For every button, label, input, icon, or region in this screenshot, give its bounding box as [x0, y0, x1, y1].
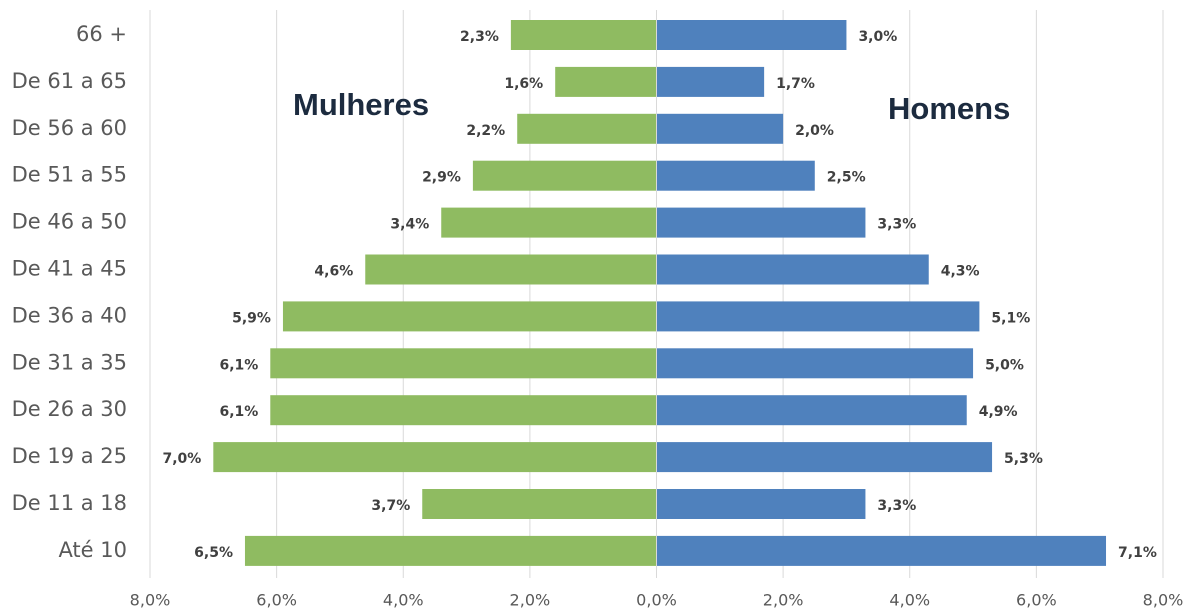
- y-tick-label: De 46 a 50: [12, 210, 127, 234]
- value-label: 7,0%: [162, 451, 201, 467]
- bar: [656, 535, 1107, 566]
- y-tick-label: De 56 a 60: [12, 116, 127, 140]
- value-label: 3,0%: [858, 29, 897, 45]
- y-tick-label: De 31 a 35: [12, 350, 127, 374]
- bar: [656, 489, 866, 519]
- value-label: 3,3%: [877, 498, 916, 514]
- x-tick-label: 0,0%: [636, 591, 677, 610]
- y-tick-label: De 61 a 65: [12, 69, 127, 93]
- value-label: 6,1%: [219, 357, 258, 373]
- bar: [656, 113, 784, 144]
- value-label: 4,6%: [314, 264, 353, 280]
- y-tick-label: De 19 a 25: [12, 444, 127, 468]
- bar: [656, 395, 967, 426]
- value-label: 2,5%: [827, 170, 866, 186]
- value-label: 5,3%: [1004, 451, 1043, 467]
- bar: [656, 442, 993, 473]
- y-tick-label: De 36 a 40: [12, 303, 127, 327]
- x-tick-label: 2,0%: [763, 591, 804, 610]
- legend-label: Mulheres: [293, 87, 429, 122]
- bar: [656, 207, 866, 238]
- x-tick-label: 8,0%: [1143, 591, 1184, 610]
- value-label: 1,7%: [776, 76, 815, 92]
- value-label: 4,3%: [941, 264, 980, 280]
- legend-label: Homens: [888, 91, 1010, 126]
- value-label: 7,1%: [1118, 545, 1157, 561]
- value-label: 2,9%: [422, 170, 461, 186]
- x-tick-label: 2,0%: [510, 591, 551, 610]
- value-label: 2,0%: [795, 123, 834, 139]
- bar: [270, 348, 657, 379]
- value-label: 1,6%: [504, 76, 543, 92]
- x-tick-label: 8,0%: [130, 591, 171, 610]
- bar: [213, 442, 657, 473]
- bar: [656, 254, 929, 285]
- y-tick-label: Até 10: [58, 538, 127, 562]
- value-label: 5,9%: [232, 310, 271, 326]
- bar: [365, 254, 657, 285]
- value-label: 6,1%: [219, 404, 258, 420]
- bar: [472, 160, 657, 191]
- bar: [517, 113, 657, 144]
- value-label: 5,1%: [991, 310, 1030, 326]
- x-tick-label: 6,0%: [256, 591, 297, 610]
- y-tick-label: 66 +: [76, 22, 127, 46]
- y-tick-label: De 51 a 55: [12, 163, 127, 187]
- y-tick-label: De 41 a 45: [12, 257, 127, 281]
- bar: [656, 20, 847, 50]
- bar: [422, 489, 657, 519]
- bar: [270, 395, 657, 426]
- bar: [510, 20, 657, 50]
- bar: [656, 66, 765, 97]
- value-label: 3,7%: [371, 498, 410, 514]
- bar: [656, 348, 974, 379]
- value-label: 4,9%: [979, 404, 1018, 420]
- bar: [282, 301, 657, 332]
- bar: [244, 535, 657, 566]
- x-tick-label: 4,0%: [889, 591, 930, 610]
- bar: [441, 207, 657, 238]
- bar: [656, 301, 980, 332]
- y-tick-label: De 26 a 30: [12, 397, 127, 421]
- bar: [656, 160, 815, 191]
- value-label: 3,3%: [877, 217, 916, 233]
- y-tick-label: De 11 a 18: [12, 491, 127, 515]
- x-tick-label: 4,0%: [383, 591, 424, 610]
- value-label: 5,0%: [985, 357, 1024, 373]
- x-tick-label: 6,0%: [1016, 591, 1057, 610]
- value-label: 3,4%: [390, 217, 429, 233]
- value-label: 2,3%: [460, 29, 499, 45]
- bar: [555, 66, 657, 97]
- value-label: 6,5%: [194, 545, 233, 561]
- value-label: 2,2%: [466, 123, 505, 139]
